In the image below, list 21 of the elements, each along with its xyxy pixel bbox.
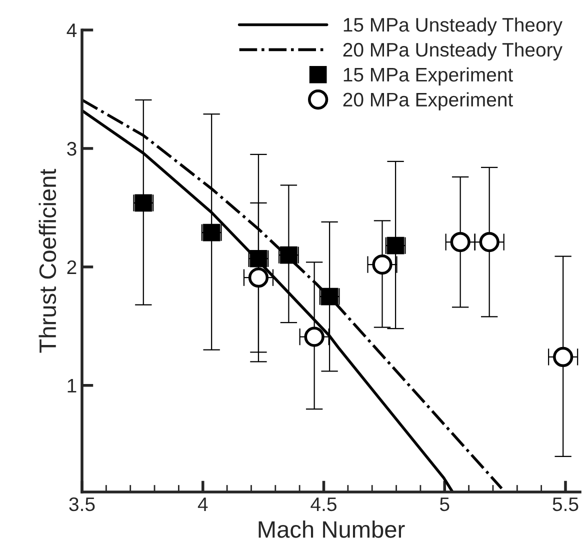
- legend-label: 20 MPa Experiment: [343, 92, 513, 110]
- x-axis-title: Mach Number: [258, 520, 405, 538]
- point: [304, 326, 324, 347]
- legend-label: 20 MPa Unsteady Theory: [343, 42, 562, 61]
- y-tick-label: 3: [67, 142, 76, 156]
- point: [450, 232, 470, 252]
- y-tick-label: 1: [68, 379, 76, 392]
- legend-label: 15 MPa Unsteady Theory: [344, 17, 562, 36]
- point: [553, 346, 574, 368]
- y-tick-label: 4: [66, 24, 77, 38]
- point: [248, 268, 269, 288]
- x-tick-label: 4.5: [310, 498, 336, 512]
- x-tick-label: 5: [440, 498, 450, 512]
- point: [372, 254, 392, 275]
- y-tick-label: 2: [67, 260, 76, 274]
- point: [479, 232, 500, 252]
- x-tick-label: 4: [198, 498, 208, 511]
- x-tick-label: 5.5: [552, 498, 578, 512]
- y-axis-title: Thrust Coefficient: [38, 168, 56, 353]
- legend-label: 15 MPa Experiment: [344, 67, 513, 86]
- x-tick-label: 3.5: [69, 497, 95, 512]
